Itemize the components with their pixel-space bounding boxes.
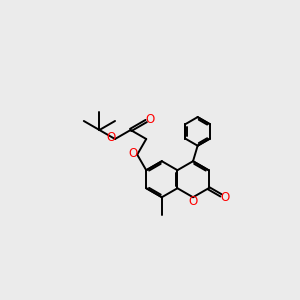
Text: O: O xyxy=(106,131,116,144)
Text: O: O xyxy=(128,147,138,160)
Text: O: O xyxy=(220,191,229,204)
Text: O: O xyxy=(146,113,155,126)
Text: O: O xyxy=(188,195,198,208)
